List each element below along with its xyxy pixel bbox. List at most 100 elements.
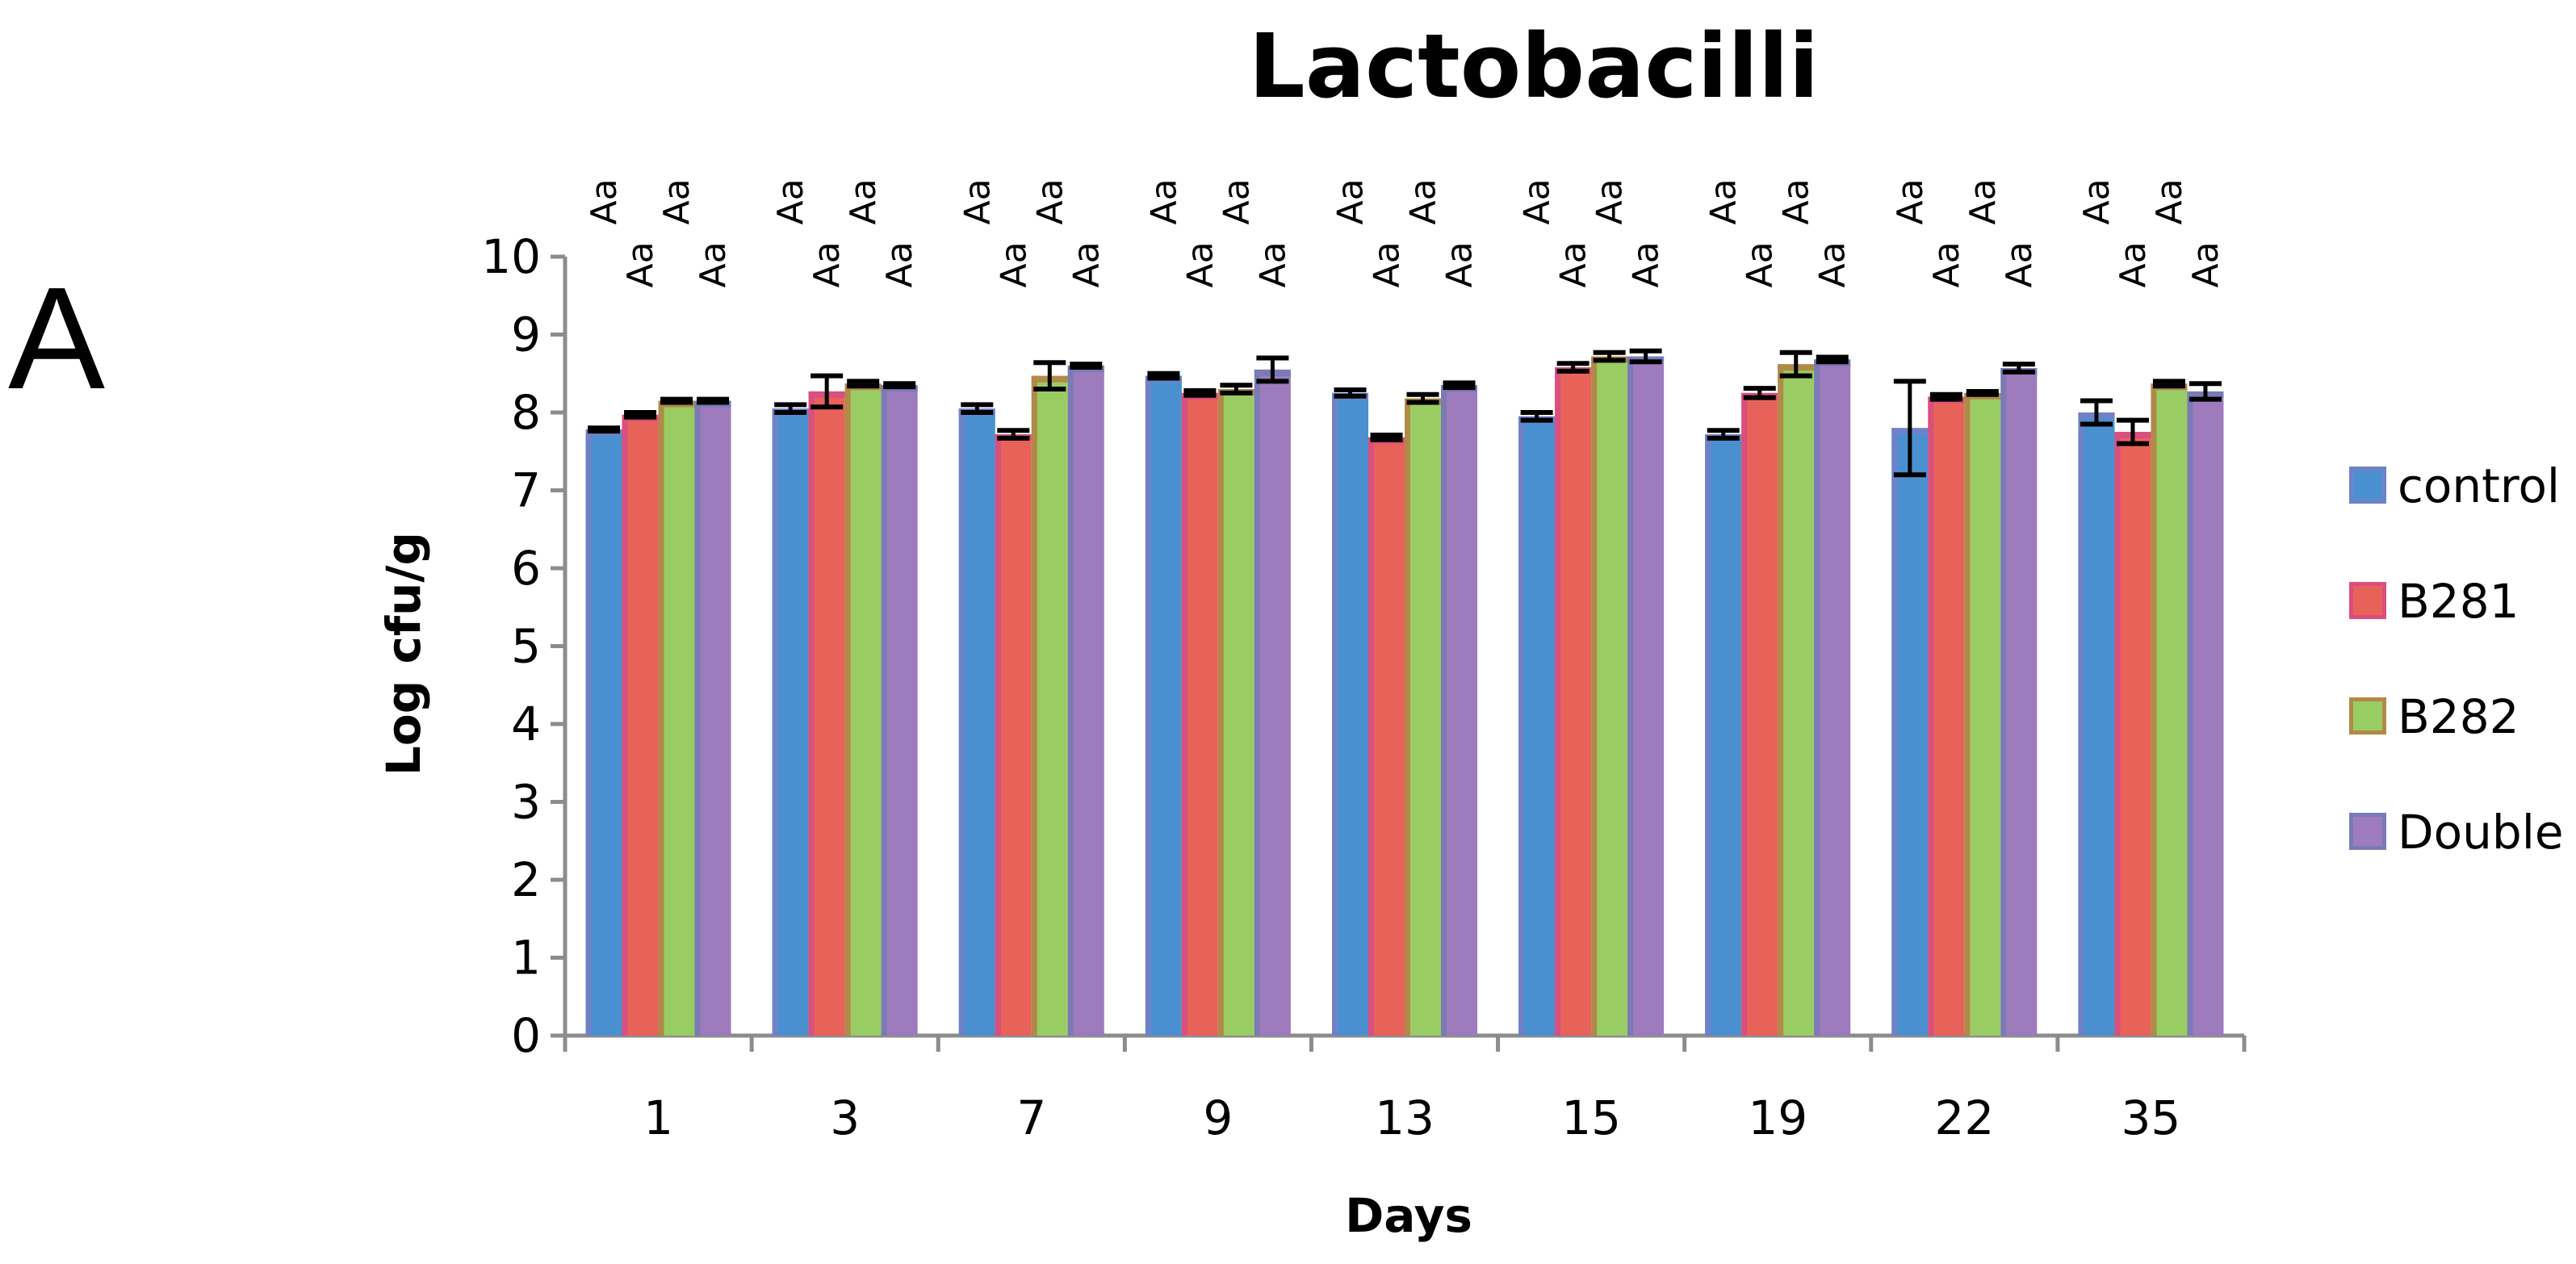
significance-letter: Aa [1740, 241, 1781, 287]
significance-letter: Aa [1216, 178, 1257, 224]
significance-letter: Aa [1517, 178, 1558, 224]
bar-b282-day-13 [1405, 398, 1441, 1036]
legend-label: Double [2398, 805, 2564, 860]
bar-double-day-9 [1254, 369, 1291, 1036]
y-tick-label: 0 [511, 1008, 541, 1063]
x-tick-label: 9 [1203, 1090, 1233, 1145]
bar-b281-day-35 [2114, 432, 2151, 1036]
bar-edge [1591, 356, 1598, 1036]
bar-edge [1891, 428, 1898, 1036]
bar-edge [1405, 398, 1410, 1036]
y-tick-label: 1 [511, 931, 541, 986]
bar-control-day-15 [1518, 416, 1556, 1036]
y-tick-label: 10 [481, 229, 541, 284]
significance-letter: Aa [1179, 241, 1221, 287]
x-tick-label: 19 [1748, 1090, 1807, 1145]
bar-edge [1067, 366, 1074, 1036]
bar-b282-day-19 [1778, 364, 1815, 1036]
bar-edge [2114, 432, 2121, 1036]
bar-b281-day-9 [1181, 392, 1218, 1036]
bar-edge [1254, 369, 1260, 1036]
significance-letter: Aa [1703, 178, 1745, 224]
bar-b282-day-3 [844, 383, 882, 1036]
bar-edge [1031, 375, 1037, 1036]
significance-letter: Aa [2113, 241, 2154, 287]
y-tick-label: 5 [511, 619, 541, 674]
y-tick-label: 6 [511, 541, 541, 596]
bar-edge [1441, 385, 1447, 1036]
bar-b282-day-1 [658, 400, 695, 1036]
bar-edge [694, 400, 701, 1036]
y-axis-label: Log cfu/g [376, 532, 431, 776]
bar-edge [1705, 434, 1711, 1036]
y-tick-label: 3 [511, 775, 541, 830]
bar-edge [1627, 356, 1634, 1036]
legend-label: control [2398, 458, 2561, 513]
bar-control-day-22 [1891, 428, 1929, 1036]
x-tick-label: 7 [1016, 1090, 1046, 1145]
y-tick-label: 9 [511, 308, 541, 362]
bar-edge [622, 414, 628, 1036]
bar-b281-day-1 [622, 414, 659, 1036]
y-tick-label: 8 [511, 385, 541, 440]
significance-letter: Aa [620, 241, 661, 287]
bar-edge [958, 408, 965, 1036]
legend-swatch-center [2360, 478, 2375, 492]
significance-letter: Aa [693, 241, 734, 287]
x-tick-label: 22 [1934, 1090, 1994, 1145]
significance-letter: Aa [1066, 241, 1107, 287]
significance-letter: Aa [1590, 178, 1631, 224]
legend-swatch-center [2360, 824, 2375, 839]
x-axis-label: Days [1345, 1188, 1472, 1243]
bar-control-day-7 [958, 408, 995, 1036]
significance-letter: Aa [1439, 241, 1481, 287]
bar-edge [1964, 392, 1971, 1036]
bar-b282-day-15 [1591, 356, 1628, 1036]
significance-letter: Aa [1962, 178, 2004, 224]
significance-letter: Aa [2149, 178, 2190, 224]
bar-control-day-35 [2078, 412, 2115, 1036]
bar-double-day-35 [2187, 391, 2224, 1036]
bar-edge [1332, 392, 1338, 1036]
bar-edge [1217, 389, 1224, 1036]
bar-edge [2151, 383, 2157, 1036]
legend-swatch [2349, 467, 2386, 504]
bar-edge [2000, 367, 2007, 1036]
significance-letter: Aa [1890, 178, 1931, 224]
significance-letter: Aa [656, 178, 697, 224]
bar-edge [1518, 416, 1525, 1036]
legend-item-b282: B282 [2349, 691, 2575, 747]
bar-b281-day-22 [1928, 396, 1965, 1036]
bar-b282-day-7 [1031, 375, 1068, 1036]
x-tick-label: 13 [1375, 1090, 1435, 1145]
bar-b281-day-3 [808, 391, 845, 1036]
bar-b282-day-22 [1964, 392, 2001, 1036]
legend-swatch-center [2360, 709, 2375, 723]
legend-swatch [2349, 813, 2386, 850]
bar-b282-day-35 [2151, 383, 2188, 1036]
bar-edge [844, 383, 851, 1036]
significance-letter: Aa [993, 241, 1034, 287]
significance-letter: Aa [1252, 241, 1293, 287]
bar-edge [1145, 375, 1151, 1036]
bar-b281-day-15 [1555, 367, 1592, 1036]
legend-item-double: Double [2349, 806, 2575, 863]
bar-edge [1741, 392, 1748, 1036]
significance-letter: Aa [1367, 241, 1408, 287]
bar-edge [1814, 359, 1820, 1036]
bar-b281-day-13 [1368, 437, 1405, 1036]
significance-letter: Aa [806, 241, 848, 287]
bar-control-day-9 [1145, 375, 1182, 1036]
legend-swatch [2349, 582, 2386, 619]
legend-item-control: control [2349, 460, 2575, 517]
panel-label: A [8, 257, 106, 420]
bar-double-day-13 [1441, 385, 1477, 1036]
bar-edge [1368, 437, 1374, 1036]
bar-b281-day-19 [1741, 392, 1778, 1036]
legend-label: B281 [2398, 574, 2519, 629]
legend-label: B282 [2398, 689, 2519, 744]
significance-letter: Aa [1626, 241, 1667, 287]
significance-letter: Aa [1403, 178, 1444, 224]
